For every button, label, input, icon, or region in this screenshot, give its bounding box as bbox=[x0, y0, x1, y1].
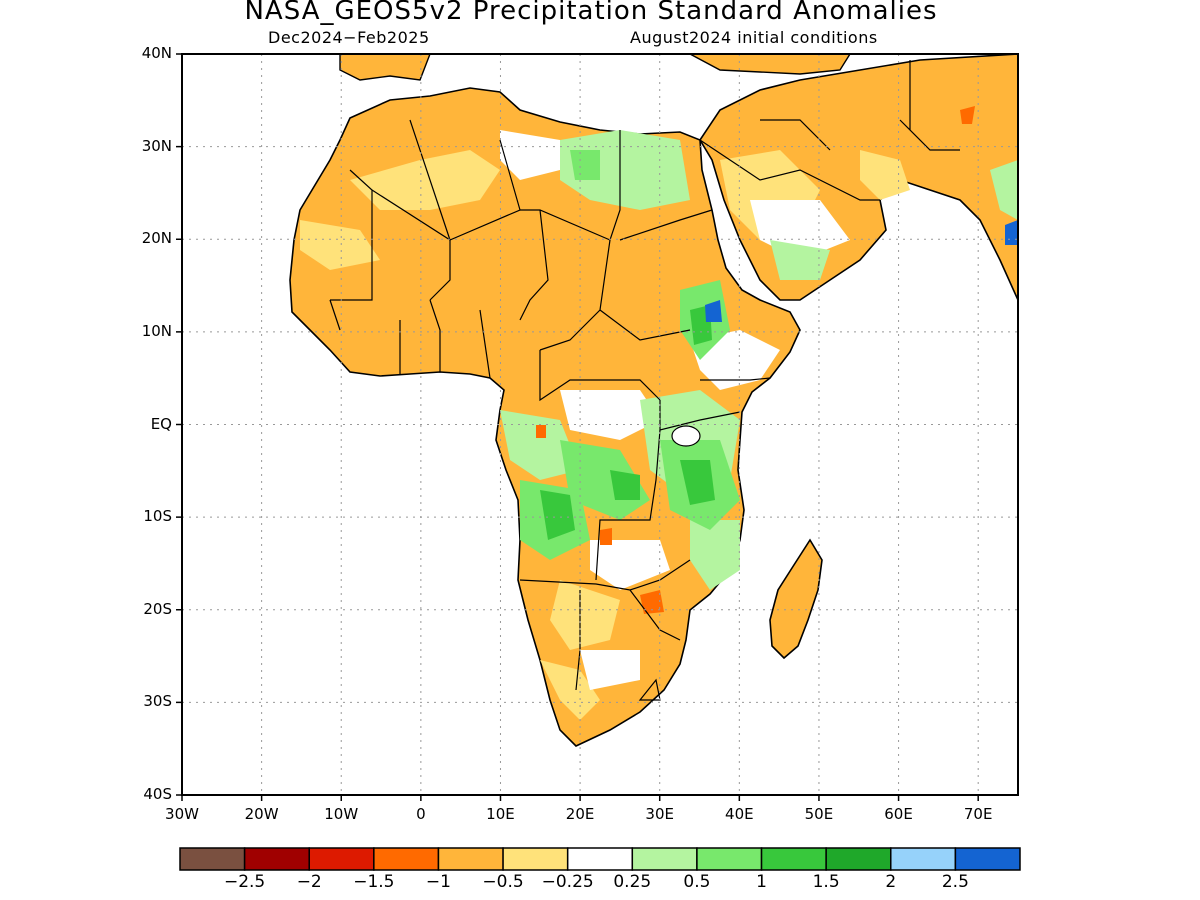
country-borders bbox=[329, 60, 960, 701]
lon-label: 40E bbox=[725, 805, 754, 823]
colorbar-swatch bbox=[373, 847, 440, 871]
lon-label: 20E bbox=[565, 805, 595, 823]
lat-label: 20N bbox=[141, 229, 172, 248]
colorbar-swatch bbox=[760, 847, 827, 871]
colorbar-swatch bbox=[243, 847, 310, 871]
lake-victoria bbox=[671, 425, 701, 447]
graticule bbox=[182, 54, 1018, 795]
colorbar-label: 1 bbox=[756, 872, 767, 892]
lon-label: 60E bbox=[884, 805, 913, 823]
lat-label: 30N bbox=[141, 136, 172, 155]
map-subtitle-period: Dec2024−Feb2025 bbox=[268, 28, 430, 47]
turkey-landmass bbox=[689, 54, 851, 75]
lon-label: 30W bbox=[165, 805, 199, 823]
colorbar-label: −0.5 bbox=[482, 872, 524, 892]
lon-label: 70E bbox=[963, 805, 993, 823]
europe-landmass bbox=[339, 54, 431, 81]
colorbar-label: −2 bbox=[296, 872, 322, 892]
very-dry-patches bbox=[536, 106, 975, 614]
colorbar-swatch bbox=[566, 847, 634, 871]
colorbar-swatch bbox=[825, 847, 892, 871]
colorbar-swatch bbox=[502, 847, 569, 871]
lon-label: 10E bbox=[486, 805, 515, 823]
map-subtitle-initial-conditions: August2024 initial conditions bbox=[630, 28, 878, 47]
lon-label: 20W bbox=[244, 805, 279, 823]
axis-ticks bbox=[176, 53, 979, 801]
africa-landmass bbox=[289, 87, 801, 747]
colorbar-label: 0.25 bbox=[613, 872, 652, 892]
lat-label: 10S bbox=[143, 507, 172, 526]
lat-label: 30S bbox=[143, 692, 172, 711]
lon-label: 30E bbox=[645, 805, 674, 823]
colorbar-label: −1.5 bbox=[353, 872, 395, 892]
lon-label: 0 bbox=[416, 805, 426, 823]
map-title: NASA_GEOS5v2 Precipitation Standard Anom… bbox=[244, 0, 938, 26]
lon-label: 10W bbox=[324, 805, 359, 823]
colorbar-label: −0.25 bbox=[541, 872, 594, 892]
lat-label: 40S bbox=[143, 785, 172, 803]
colorbar-swatch bbox=[954, 847, 1021, 871]
lat-label: 10N bbox=[141, 321, 172, 340]
colorbar-label: −2.5 bbox=[223, 872, 266, 892]
colorbar-swatch bbox=[308, 847, 375, 871]
lat-label: EQ bbox=[150, 414, 172, 433]
colorbar-swatch bbox=[696, 847, 763, 871]
colorbar-swatch bbox=[631, 847, 698, 871]
colorbar-label: 2.5 bbox=[941, 872, 969, 892]
colorbar-swatch bbox=[890, 847, 957, 871]
colorbar-label: 1.5 bbox=[812, 872, 840, 892]
lat-label: 20S bbox=[143, 599, 172, 618]
lon-label: 50E bbox=[804, 805, 834, 823]
lat-label: 40N bbox=[141, 44, 172, 62]
colorbar-swatch bbox=[179, 847, 246, 871]
colorbar-label: 2 bbox=[885, 872, 897, 892]
colorbar-label: −1 bbox=[425, 872, 451, 892]
colorbar-swatch bbox=[437, 847, 504, 871]
colorbar-label: 0.5 bbox=[683, 872, 711, 892]
